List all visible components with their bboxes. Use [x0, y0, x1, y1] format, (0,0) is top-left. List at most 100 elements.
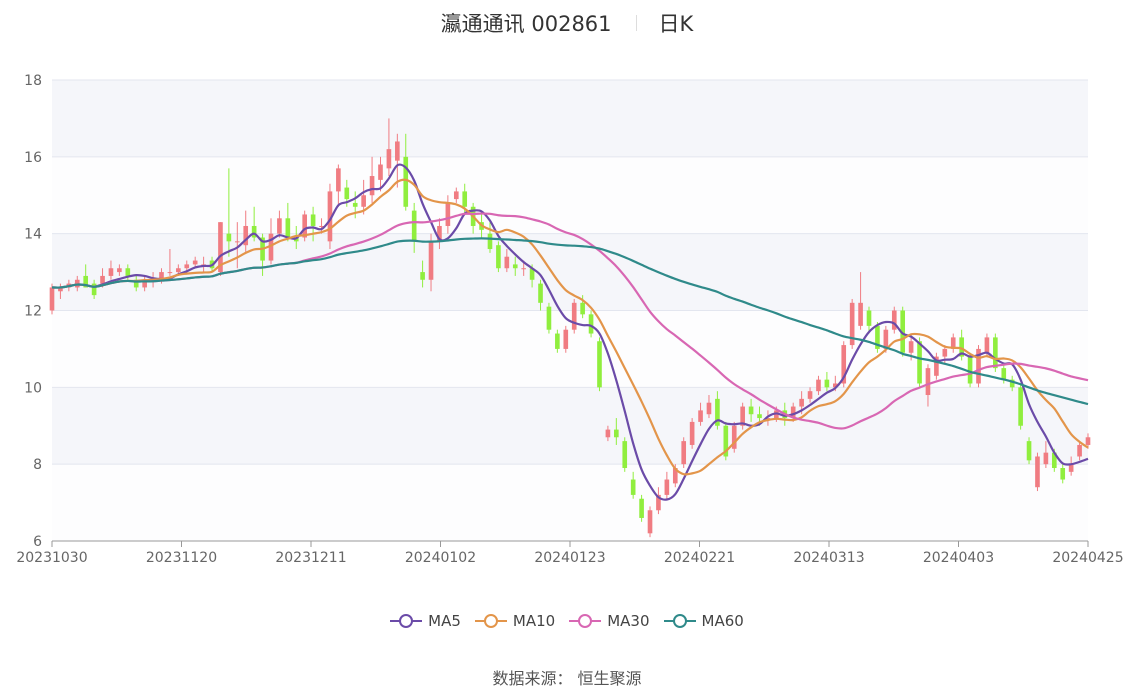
- data-source: 数据来源： 恒生聚源: [492, 669, 642, 688]
- candle-body: [142, 279, 147, 288]
- candle-body: [757, 414, 762, 419]
- candle-body: [277, 218, 282, 234]
- candle-body: [672, 468, 678, 484]
- candle-body: [656, 494, 661, 511]
- chart-title: 瀛通通讯 002861: [440, 12, 612, 36]
- candle-body: [841, 345, 847, 384]
- candle-body: [858, 302, 863, 326]
- period-label: 日K: [658, 12, 694, 36]
- candle-body: [765, 418, 771, 420]
- candle-body: [251, 225, 257, 238]
- candle-body: [698, 410, 703, 422]
- legend-item-ma60[interactable]: MA60: [663, 612, 744, 630]
- chart-title-row: 瀛通通讯 002861 日K: [0, 8, 1134, 38]
- candle-body: [1051, 452, 1057, 469]
- candle-body: [706, 402, 712, 415]
- candle-body: [563, 329, 569, 349]
- candle-body: [243, 225, 249, 246]
- ma-line-ma60: [51, 237, 1089, 406]
- grid-band: [52, 80, 1088, 157]
- candle-body: [959, 337, 964, 357]
- y-tick-label: 18: [24, 73, 42, 89]
- candle-body: [226, 233, 232, 242]
- candle-body: [445, 202, 451, 226]
- legend-item-ma10[interactable]: MA10: [474, 612, 555, 630]
- candle-body: [133, 279, 139, 288]
- candle-body: [117, 268, 122, 273]
- candle-body: [605, 429, 611, 438]
- x-tick-label: 20240425: [1052, 550, 1123, 566]
- candle-body: [875, 325, 880, 349]
- candle-body: [790, 406, 796, 419]
- candle-body: [630, 479, 636, 495]
- candle-body: [799, 398, 804, 407]
- candle-body: [1009, 379, 1015, 388]
- candle-body: [588, 314, 594, 334]
- candle-body: [504, 256, 510, 269]
- candle-body: [420, 272, 425, 280]
- candle-body: [1018, 387, 1023, 426]
- candle-body: [622, 441, 628, 469]
- legend-label-ma30: MA30: [607, 612, 650, 630]
- grid-band: [52, 464, 1088, 541]
- candle-body: [428, 241, 434, 280]
- candle-body: [950, 337, 956, 349]
- candle-body: [395, 141, 400, 161]
- candle-body: [681, 441, 687, 465]
- candle-body: [917, 341, 922, 384]
- y-tick-label: 8: [33, 457, 42, 473]
- candle-body: [689, 421, 695, 445]
- candle-body: [234, 241, 240, 243]
- candle-body: [942, 348, 948, 357]
- candle-body: [908, 341, 914, 353]
- candle-body: [192, 260, 198, 265]
- candle-body: [1001, 368, 1007, 380]
- legend-label-ma60: MA60: [701, 612, 744, 630]
- candle-body: [740, 406, 745, 426]
- candle-body: [100, 275, 105, 284]
- candle-body: [184, 264, 190, 269]
- x-tick-label: 20231211: [275, 550, 346, 566]
- candle-body: [344, 187, 350, 200]
- candle-body: [731, 425, 737, 449]
- x-tick-label: 20240102: [405, 550, 476, 566]
- candle-body: [891, 310, 897, 330]
- grid-band: [52, 156, 1088, 234]
- candle-body: [807, 391, 813, 399]
- candle-body: [91, 283, 97, 296]
- candle-body: [327, 191, 333, 242]
- ma-line-ma5: [51, 163, 1089, 501]
- candle-body: [546, 306, 552, 330]
- legend-item-ma30[interactable]: MA30: [569, 612, 650, 630]
- x-tick-label: 20231030: [16, 550, 87, 566]
- candle-body: [976, 348, 981, 384]
- candle-body: [934, 356, 939, 376]
- candle-body: [580, 302, 585, 315]
- candle-body: [49, 287, 55, 311]
- candle-body: [647, 510, 653, 534]
- candle-body: [866, 310, 872, 326]
- candle-body: [268, 233, 274, 261]
- candle-body: [58, 287, 63, 292]
- legend-swatch-ma5: [390, 614, 423, 628]
- candle-body: [167, 272, 173, 274]
- candle-body: [664, 479, 670, 495]
- candle-body: [639, 498, 644, 518]
- candle-body: [538, 283, 543, 303]
- candle-body: [614, 429, 619, 438]
- candle-body: [555, 333, 560, 349]
- y-tick-label: 10: [24, 380, 42, 396]
- title-separator: [635, 15, 637, 31]
- candle-body: [369, 176, 375, 196]
- candlestick-chart[interactable]: 6 8 10 12 14 16 18 20231030 20231120 20231211 2024…: [0, 0, 1134, 600]
- candle-body: [833, 383, 838, 388]
- grid-band: [52, 310, 1088, 388]
- candle-body: [176, 268, 181, 273]
- y-tick-label: 6: [33, 534, 42, 550]
- candle-body: [824, 379, 830, 388]
- candle-body: [1035, 456, 1040, 488]
- candle-body: [108, 268, 114, 276]
- y-tick-label: 14: [24, 227, 42, 243]
- candle-body: [437, 225, 442, 242]
- legend-item-ma5[interactable]: MA5: [390, 612, 461, 630]
